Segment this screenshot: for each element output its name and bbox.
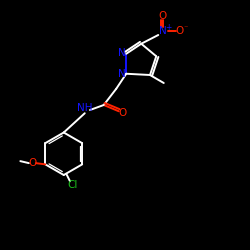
Text: N: N: [118, 48, 126, 58]
Text: NH: NH: [77, 103, 93, 113]
Text: O: O: [175, 26, 183, 36]
Text: O: O: [158, 11, 166, 21]
Text: +: +: [165, 22, 172, 32]
Text: N: N: [159, 26, 166, 36]
Text: Cl: Cl: [68, 180, 78, 190]
Text: N: N: [118, 69, 126, 79]
Text: O: O: [118, 108, 127, 118]
Text: O: O: [28, 158, 37, 168]
Text: ⁻: ⁻: [184, 23, 188, 32]
